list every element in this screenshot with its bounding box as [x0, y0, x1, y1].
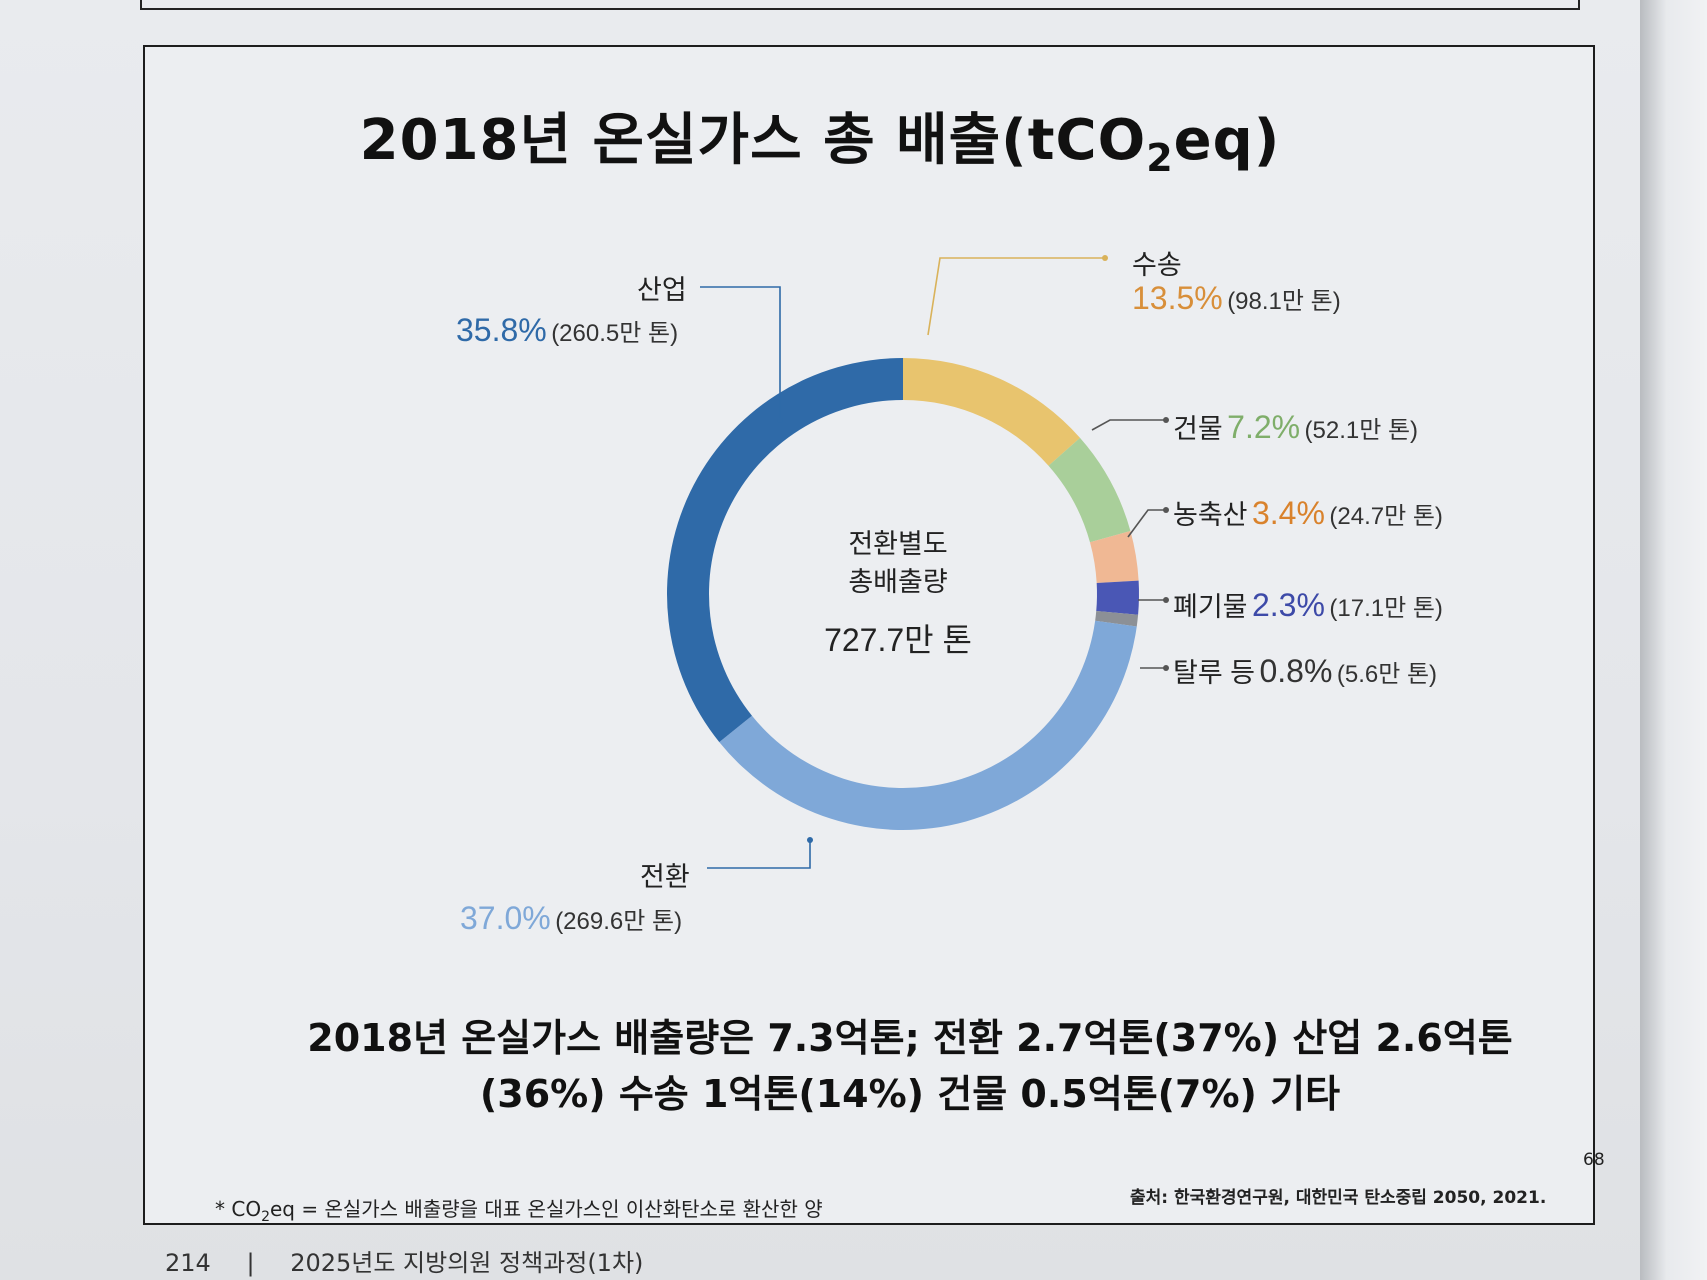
- chart-title: 2018년 온실가스 총 배출(tCO2eq): [359, 108, 1281, 181]
- leader-energy-conversion-dot: [807, 837, 813, 843]
- label-industry-name: 산업: [637, 275, 687, 305]
- label-agriculture: 농축산 3.4% (24.7만 톤): [1173, 495, 1443, 531]
- label-transport-value: 13.5% (98.1만 톤): [1132, 280, 1341, 316]
- summary-text: 2018년 온실가스 배출량은 7.3억톤; 전환 2.7억톤(37%) 산업 …: [220, 1010, 1600, 1122]
- center-line-2: 총배출량: [848, 567, 948, 597]
- slice-transport: [903, 358, 1081, 466]
- page-footer: 214 | 2025년도 지방의원 정책과정(1차): [165, 1243, 643, 1278]
- source-citation: 출처: 한국환경연구원, 대한민국 탄소중립 2050, 2021.: [1130, 1188, 1547, 1208]
- leader-building-dot: [1163, 417, 1169, 423]
- center-total: 727.7만 톤: [824, 622, 972, 658]
- label-waste: 폐기물 2.3% (17.1만 톤): [1173, 587, 1443, 623]
- donut-center-label: 전환별도 총배출량 727.7만 톤: [776, 525, 1020, 661]
- leader-agriculture: [1127, 509, 1166, 538]
- label-energy-conversion-name: 전환: [640, 862, 690, 892]
- slice-agriculture: [1089, 531, 1139, 584]
- next-page-edge: [1640, 0, 1707, 1280]
- slice-waste: [1096, 580, 1139, 615]
- leader-waste-dot: [1163, 597, 1169, 603]
- summary-line-2: (36%) 수송 1억톤(14%) 건물 0.5억톤(7%) 기타: [479, 1072, 1341, 1116]
- slice-building: [1048, 437, 1131, 543]
- leader-transport-dot: [1102, 255, 1108, 261]
- footnote: * CO2eq = 온실가스 배출량을 대표 온실가스인 이산화탄소로 환산한 …: [215, 1197, 823, 1225]
- slide-number: 68: [1583, 1150, 1605, 1170]
- previous-slide-frame: [140, 0, 1580, 10]
- leader-transport: [927, 257, 1105, 336]
- label-transport-name: 수송: [1132, 250, 1182, 280]
- summary-line-1: 2018년 온실가스 배출량은 7.3억톤; 전환 2.7억톤(37%) 산업 …: [307, 1016, 1513, 1060]
- leader-building: [1091, 419, 1166, 431]
- label-fugitive: 탈루 등 0.8% (5.6만 톤): [1173, 653, 1438, 689]
- leader-industry-dot: [777, 417, 783, 423]
- footer-separator: |: [246, 1249, 255, 1277]
- label-building: 건물 7.2% (52.1만 톤): [1173, 409, 1419, 445]
- leader-fugitive-dot: [1163, 665, 1169, 671]
- page-number: 214: [165, 1249, 211, 1277]
- label-industry-value: 35.8% (260.5만 톤): [456, 312, 679, 348]
- leader-agriculture-dot: [1163, 507, 1169, 513]
- leader-energy-conversion: [707, 840, 811, 869]
- book-title: 2025년도 지방의원 정책과정(1차): [290, 1249, 644, 1277]
- slice-industry: [667, 358, 903, 743]
- slice-energy-conversion: [719, 620, 1137, 830]
- slice-fugitive: [1095, 611, 1139, 627]
- label-energy-conversion-value: 37.0% (269.6만 톤): [460, 900, 683, 936]
- leader-industry: [700, 286, 781, 420]
- slide-frame: [143, 45, 1595, 1225]
- center-line-1: 전환별도: [848, 529, 948, 559]
